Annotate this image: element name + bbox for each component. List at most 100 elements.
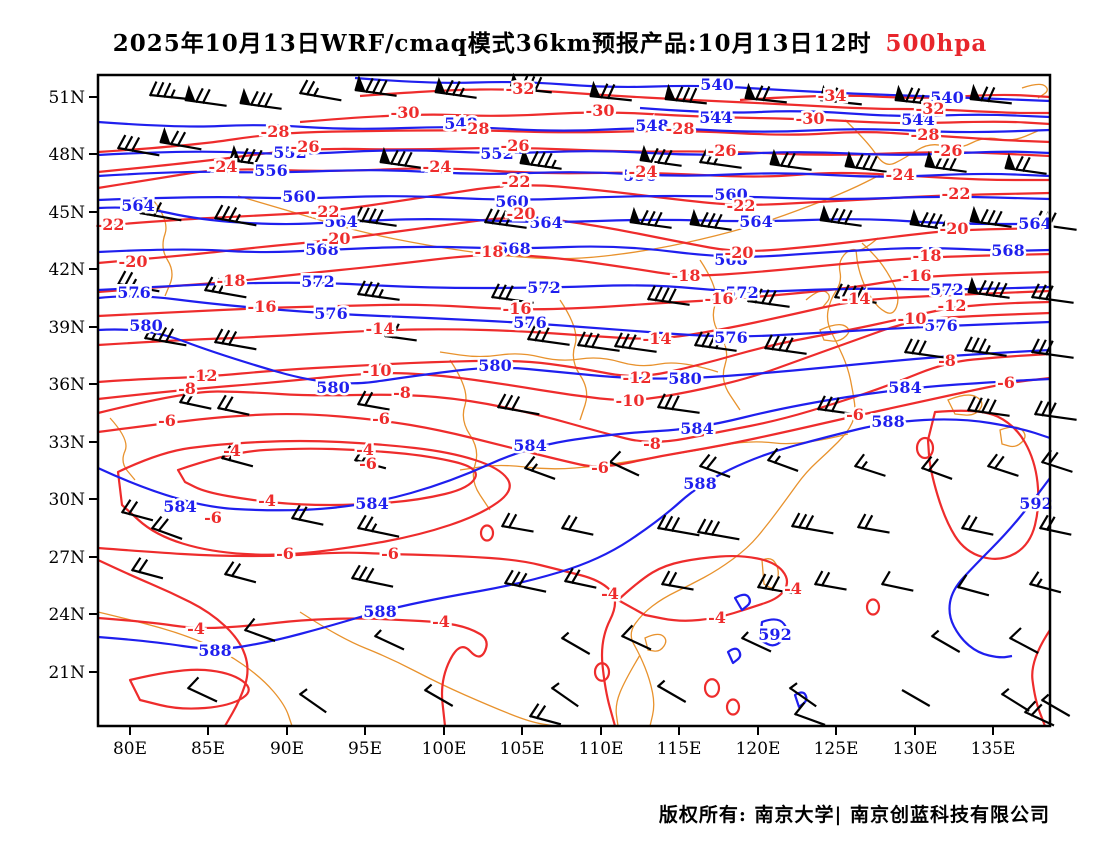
lat-tick-label: 21N — [48, 663, 85, 683]
contour-label--12: -12 — [938, 296, 967, 315]
wind-barb — [963, 336, 1007, 357]
wind-barb-feather — [790, 512, 801, 528]
contour-label--4: -4 — [258, 491, 276, 510]
wind-barb — [689, 208, 732, 231]
wind-barb-feather — [767, 290, 777, 306]
wind-barb-feather — [710, 520, 721, 536]
wind-barb-feather — [185, 390, 196, 405]
temp-contour-cell — [915, 436, 935, 460]
wind-barb-feather — [220, 205, 231, 221]
contour-label-580: 580 — [316, 378, 349, 397]
wind-barb-shaft — [357, 402, 390, 411]
wind-barb-feather — [993, 455, 1005, 470]
contour-label--30: -30 — [586, 101, 615, 120]
lon-tick-label: 120E — [736, 739, 781, 759]
wind-barb-feather — [123, 271, 134, 287]
wind-barb-feather — [656, 148, 666, 164]
coastline-border — [237, 174, 881, 260]
copyright-text: 版权所有: 南京大学| 南京创蓝科技有限公司 — [658, 804, 1050, 826]
height-contour-572 — [97, 281, 1051, 293]
wind-barb-pennant — [1004, 152, 1016, 171]
wind-barb-feather — [663, 149, 673, 165]
wind-barb — [744, 82, 787, 104]
contour-label-564: 564 — [1018, 214, 1051, 233]
contour-label-560: 560 — [282, 187, 315, 206]
temp-contour-unlabeled — [97, 559, 249, 727]
lon-tick-label: 80E — [113, 739, 147, 759]
wind-barb — [639, 144, 682, 167]
wind-barb-pennant — [689, 208, 701, 227]
wind-barb-feather — [934, 153, 944, 170]
wind-barb — [589, 80, 632, 102]
wind-barb-feather — [756, 573, 767, 589]
contour-label--26: -26 — [708, 141, 737, 160]
contour-label--28: -28 — [261, 122, 290, 141]
wind-barb-feather — [1008, 627, 1022, 640]
wind-barb-shaft — [217, 406, 250, 416]
contour-label-564: 564 — [529, 213, 562, 232]
contour-label-544: 544 — [699, 108, 732, 127]
contour-label-548: 548 — [444, 114, 477, 133]
wind-barb-half-feather — [930, 629, 940, 638]
wind-barb-shaft — [524, 466, 556, 480]
wind-barb-feather — [707, 333, 717, 349]
temp-contour--22 — [97, 184, 1051, 228]
contour-label-544: 544 — [901, 110, 934, 129]
contour-label--30: -30 — [796, 109, 825, 128]
wind-barb-feather — [660, 287, 670, 303]
wind-barb-feather — [540, 327, 550, 343]
wind-barb-feather — [353, 447, 365, 462]
wind-barb-half-feather — [130, 278, 138, 288]
contour-label-588: 588 — [363, 602, 396, 621]
wind-barb-feather — [403, 151, 413, 167]
wind-barb-shaft — [657, 685, 687, 703]
contour-label--4: -4 — [432, 612, 450, 631]
contour-label-572: 572 — [930, 280, 963, 299]
wind-barb-feather — [620, 624, 634, 638]
wind-barb-feather — [396, 150, 406, 166]
wind-barb-feather — [138, 199, 149, 215]
contour-label--22: -22 — [311, 202, 340, 221]
wind-barb-feather — [763, 334, 773, 350]
wind-barb-feather — [213, 328, 224, 344]
wind-barb-feather — [948, 155, 958, 171]
wind-barb-feather — [829, 207, 839, 224]
wind-barb-pennant — [229, 144, 241, 163]
wind-barb-feather — [590, 333, 600, 349]
wind-barb-feather — [143, 324, 154, 340]
height-contour-576 — [97, 295, 1051, 338]
wind-barb-feather — [1033, 210, 1043, 226]
temp-contour-cell — [479, 524, 495, 542]
wind-barb — [894, 84, 937, 106]
temp-contour--34 — [739, 93, 1051, 102]
wind-barb-feather — [223, 561, 235, 576]
contour-label-540: 540 — [700, 75, 733, 94]
contour-label--20: -20 — [119, 252, 148, 271]
wind-barb-half-feather — [788, 682, 798, 690]
wind-barb-feather — [880, 570, 891, 586]
wind-barb-feather — [152, 201, 163, 217]
wind-barb — [698, 148, 742, 169]
contour-label--28: -28 — [666, 119, 695, 138]
wind-barb-shaft — [1001, 693, 1030, 712]
wind-barb-feather — [712, 150, 722, 166]
wind-barb-shaft — [1009, 637, 1039, 654]
wind-barb — [656, 679, 687, 703]
wind-barb-pennant — [969, 205, 981, 224]
wind-barb — [216, 394, 250, 416]
contour-label-584: 584 — [163, 497, 196, 516]
contour-label-592: 592 — [1019, 494, 1052, 513]
wind-barb-feather — [378, 79, 388, 95]
wind-barb — [819, 84, 862, 106]
wind-barb-feather — [804, 514, 815, 530]
wind-barb-feather — [784, 337, 794, 353]
wind-barb-feather — [933, 213, 943, 229]
wind-barb-shaft — [187, 687, 218, 703]
wind-barb-feather — [305, 80, 316, 96]
wind-barb-feather — [613, 332, 623, 348]
wind-barb-shaft — [384, 334, 417, 342]
wind-barb — [503, 569, 547, 593]
contour-label--6: -6 — [359, 454, 377, 473]
wind-barb — [379, 146, 422, 169]
wind-barb-feather — [754, 85, 764, 101]
